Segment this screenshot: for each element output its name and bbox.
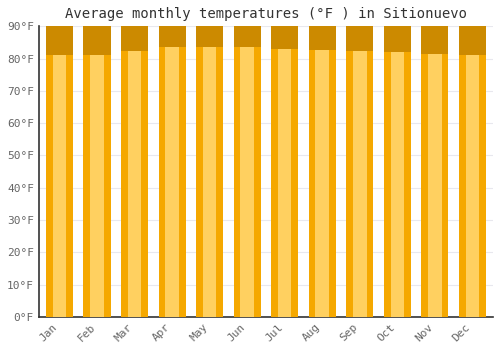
Bar bbox=[459, 54, 486, 317]
Bar bbox=[203, 46, 216, 317]
Bar bbox=[428, 53, 442, 317]
Bar bbox=[346, 0, 374, 51]
Bar bbox=[316, 48, 329, 317]
Bar bbox=[52, 54, 66, 317]
Bar bbox=[234, 0, 260, 47]
Bar bbox=[384, 0, 411, 52]
Bar bbox=[466, 54, 479, 317]
Bar bbox=[196, 46, 223, 317]
Bar bbox=[271, 47, 298, 317]
Bar bbox=[234, 46, 260, 317]
Bar bbox=[390, 51, 404, 317]
Bar bbox=[308, 0, 336, 49]
Bar bbox=[384, 51, 411, 317]
Bar bbox=[346, 49, 374, 317]
Bar bbox=[308, 48, 336, 317]
Title: Average monthly temperatures (°F ) in Sitionuevo: Average monthly temperatures (°F ) in Si… bbox=[65, 7, 467, 21]
Bar bbox=[422, 53, 448, 317]
Bar bbox=[158, 46, 186, 317]
Bar bbox=[422, 0, 448, 54]
Bar bbox=[353, 49, 366, 317]
Bar bbox=[158, 0, 186, 47]
Bar bbox=[46, 0, 73, 55]
Bar bbox=[278, 47, 291, 317]
Bar bbox=[271, 0, 298, 49]
Bar bbox=[240, 46, 254, 317]
Bar bbox=[196, 0, 223, 47]
Bar bbox=[128, 49, 141, 317]
Bar bbox=[84, 53, 110, 317]
Bar bbox=[84, 0, 110, 55]
Bar bbox=[46, 54, 73, 317]
Bar bbox=[459, 0, 486, 55]
Bar bbox=[166, 46, 179, 317]
Bar bbox=[121, 49, 148, 317]
Bar bbox=[90, 53, 104, 317]
Bar bbox=[121, 0, 148, 51]
